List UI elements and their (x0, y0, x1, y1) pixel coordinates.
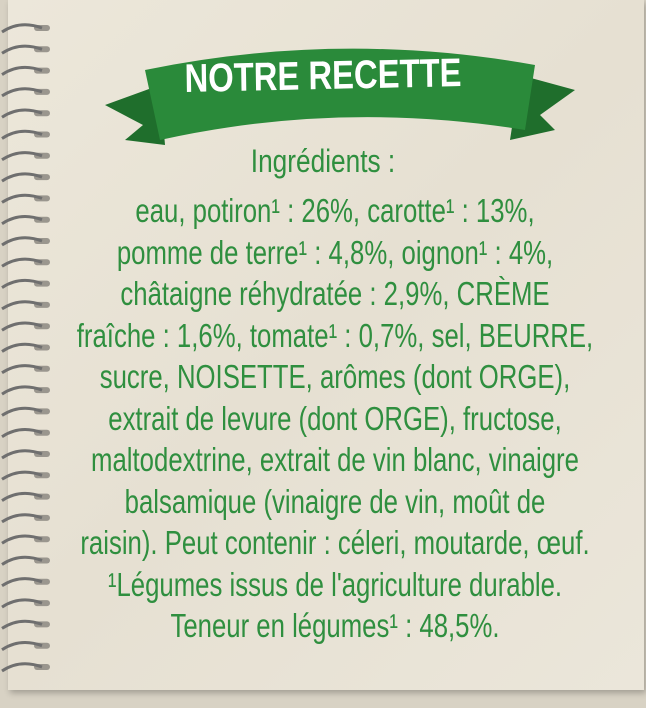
spiral-ring (1, 470, 43, 481)
spiral-ring (1, 428, 43, 438)
spiral-ring (1, 257, 43, 268)
spiral-ring (1, 300, 43, 311)
ingredients-heading: Ingrédients : (250, 143, 396, 179)
spiral-ring (1, 491, 43, 502)
ingredient-line: maltodextrine, extrait de vin blanc, vin… (91, 441, 579, 478)
ingredient-line: pomme de terre¹ : 4,8%, oignon¹ : 4%, (116, 233, 554, 271)
spiral-ring (1, 236, 43, 247)
spiral-ring (1, 44, 43, 55)
spiral-ring (1, 619, 43, 630)
spiral-ring (1, 513, 43, 524)
spiral-ring (1, 129, 43, 140)
spiral-ring (1, 172, 43, 183)
spiral-ring (1, 385, 43, 396)
spiral-ring (1, 321, 43, 332)
ingredient-line: extrait de levure (dont ORGE), fructose, (108, 399, 562, 437)
ingredient-line: sucre, NOISETTE, arômes (dont ORGE), (99, 358, 571, 395)
spiral-ring (1, 193, 43, 204)
spiral-ring (1, 641, 43, 651)
ingredient-line: balsamique (vinaigre de vin, moût de (124, 482, 546, 520)
ingredient-line: fraîche : 1,6%, tomate¹ : 0,7%, sel, BEU… (76, 316, 594, 354)
footnote-line: ¹Légumes issus de l'agriculture durable. (107, 565, 563, 603)
spiral-binding-icon (1, 23, 50, 673)
spiral-ring (1, 342, 43, 353)
ingredient-line: châtaigne réhydratée : 2,9%, CRÈME (120, 275, 550, 312)
spiral-ring (1, 151, 43, 162)
spiral-ring (1, 534, 43, 545)
spiral-ring (1, 278, 43, 289)
ingredient-line: eau, potiron¹ : 26%, carotte¹ : 13%, (135, 192, 535, 229)
spiral-ring (1, 364, 43, 375)
spiral-ring (1, 406, 43, 417)
spiral-ring (1, 662, 43, 673)
spiral-ring (1, 449, 43, 460)
spiral-ring (1, 598, 43, 609)
ingredients-text: eau, potiron¹ : 26%, carotte¹ : 13%, pom… (27, 190, 643, 647)
spiral-ring (1, 108, 43, 119)
spiral-ring (1, 87, 43, 98)
spiral-ring (1, 215, 43, 225)
spiral-ring (1, 577, 43, 588)
ingredient-line: raisin). Peut contenir : céleri, moutard… (80, 524, 590, 561)
spiral-ring (1, 65, 43, 76)
spiral-ring (1, 555, 43, 566)
vegetable-content-line: Teneur en légumes¹ : 48,5%. (170, 607, 500, 644)
spiral-ring (1, 23, 43, 34)
ribbon-banner (105, 48, 575, 145)
